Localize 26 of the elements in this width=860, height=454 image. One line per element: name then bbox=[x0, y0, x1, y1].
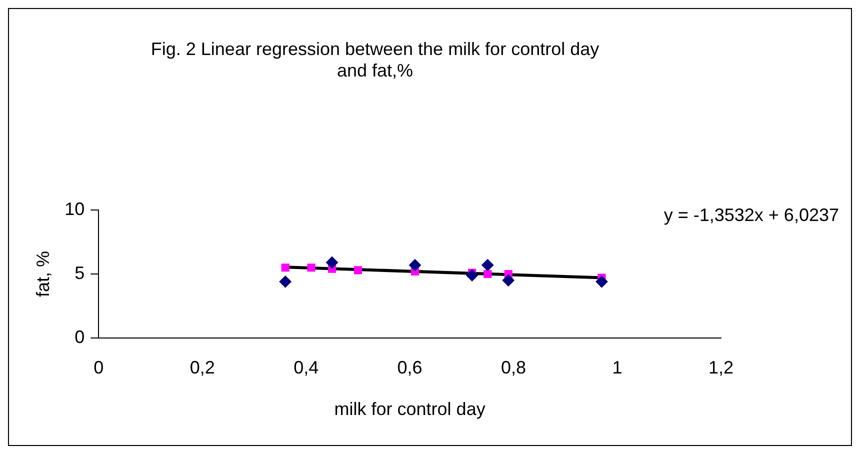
y-tick-label: 10 bbox=[64, 199, 85, 220]
text: and fat,% bbox=[336, 60, 414, 80]
point bbox=[466, 269, 478, 282]
point bbox=[281, 264, 290, 272]
text: Fig. 2 Linear regression between the milk for control day bbox=[150, 38, 600, 59]
x-tick-label: 1 bbox=[612, 358, 622, 378]
y-tick-label: 5 bbox=[74, 262, 85, 283]
annotation: y = -1,3532x + 6,0237 bbox=[664, 204, 839, 225]
point bbox=[596, 276, 608, 288]
point bbox=[354, 266, 362, 274]
point bbox=[482, 259, 494, 272]
x-tick-label: 1,2 bbox=[708, 358, 734, 378]
x-tick-label: 0,8 bbox=[501, 358, 526, 378]
point bbox=[502, 274, 514, 286]
point bbox=[326, 256, 338, 269]
x-tick-label: 0 bbox=[94, 358, 104, 378]
point bbox=[307, 264, 316, 272]
y-tick-label: 0 bbox=[74, 326, 85, 347]
x-axis-title: milk for control day bbox=[334, 399, 486, 420]
point bbox=[279, 276, 292, 288]
point bbox=[484, 270, 492, 278]
x-tick-label: 0,6 bbox=[397, 358, 422, 378]
point bbox=[408, 259, 421, 272]
x-tick-label: 0,2 bbox=[190, 358, 215, 378]
y-axis-title: fat, % bbox=[32, 250, 53, 298]
x-tick-label: 0,4 bbox=[294, 358, 319, 378]
